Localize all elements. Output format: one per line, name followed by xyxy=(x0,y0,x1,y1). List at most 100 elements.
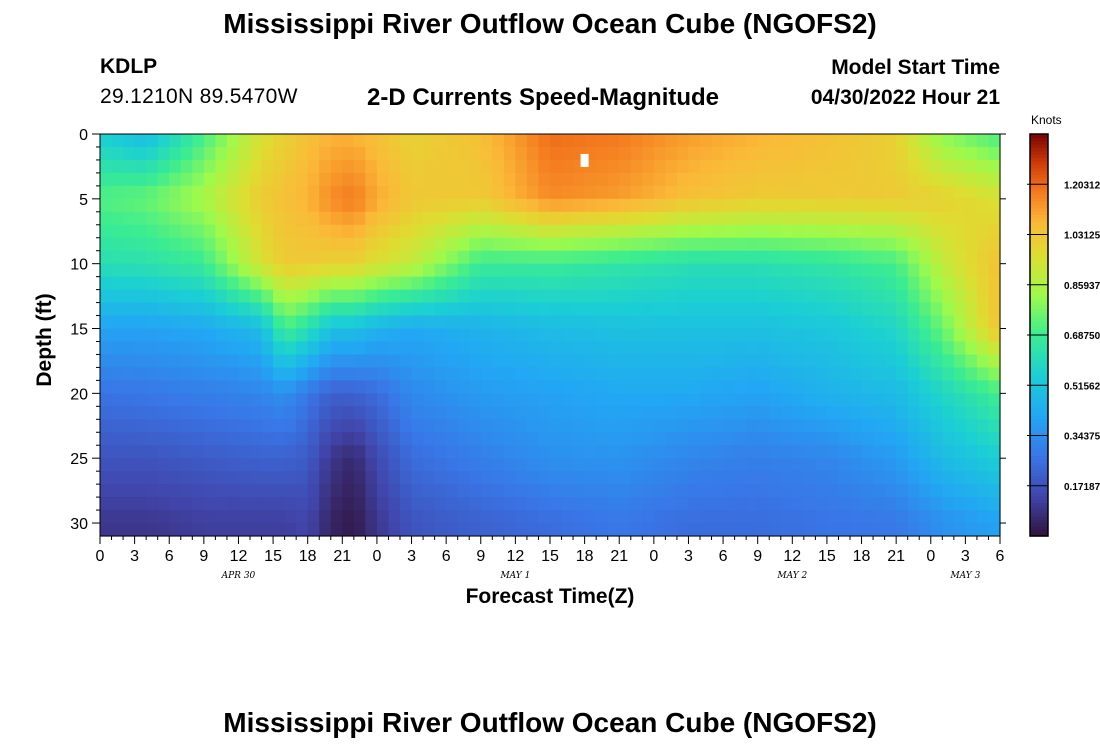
heatmap-cell xyxy=(988,328,1001,343)
heatmap-cell xyxy=(180,289,193,304)
heatmap-cell xyxy=(134,185,147,200)
heatmap-cell xyxy=(261,497,274,511)
heatmap-cell xyxy=(688,406,701,420)
heatmap-cell xyxy=(469,419,482,433)
heatmap-cell xyxy=(284,471,297,485)
heatmap-cell xyxy=(169,406,182,420)
heatmap-cell xyxy=(111,432,124,446)
heatmap-cell xyxy=(157,419,170,433)
heatmap-cell xyxy=(238,380,251,394)
heatmap-cell xyxy=(780,380,793,394)
heatmap-cell xyxy=(134,289,147,304)
heatmap-cell xyxy=(319,211,332,226)
colorbar-segment xyxy=(1030,509,1048,514)
heatmap-cell xyxy=(757,484,770,498)
heatmap-cell xyxy=(676,289,690,304)
heatmap-cell xyxy=(388,367,401,381)
heatmap-cell xyxy=(607,380,620,394)
heatmap-cell xyxy=(134,172,147,187)
heatmap-cell xyxy=(550,172,563,187)
heatmap-cell xyxy=(630,393,643,407)
heatmap-cell xyxy=(526,172,540,187)
heatmap-cell xyxy=(423,523,436,537)
heatmap-cell xyxy=(873,146,886,161)
heatmap-cell xyxy=(446,159,459,174)
heatmap-cell xyxy=(123,250,136,265)
heatmap-cell xyxy=(307,134,320,148)
heatmap-cell xyxy=(330,393,343,407)
heatmap-cell xyxy=(215,484,228,498)
heatmap-cell xyxy=(423,224,436,239)
heatmap-cell xyxy=(446,198,459,213)
heatmap-cell xyxy=(169,445,182,459)
heatmap-cell xyxy=(550,198,563,213)
colorbar-segment xyxy=(1030,525,1048,530)
heatmap-cell xyxy=(526,341,540,356)
heatmap-cell xyxy=(884,224,897,239)
heatmap-cell xyxy=(884,406,897,420)
heatmap-cell xyxy=(330,341,343,356)
colorbar-segment xyxy=(1030,412,1048,416)
heatmap-cell xyxy=(538,523,551,537)
heatmap-cell xyxy=(215,302,228,317)
x-tick-label: 12 xyxy=(230,548,248,565)
heatmap-cell xyxy=(376,367,390,381)
heatmap-cell xyxy=(492,341,505,356)
colorbar-segment xyxy=(1030,368,1048,373)
heatmap-cell xyxy=(342,328,355,343)
heatmap-cell xyxy=(319,185,332,200)
x-tick-label: 21 xyxy=(333,548,351,565)
heatmap-cell xyxy=(503,134,516,148)
heatmap-cell xyxy=(538,367,551,381)
heatmap-cell xyxy=(780,497,793,511)
heatmap-cell xyxy=(688,510,701,524)
heatmap-cell xyxy=(146,276,159,291)
heatmap-cell xyxy=(307,419,320,433)
heatmap-cell xyxy=(769,198,782,213)
heatmap-cell xyxy=(976,497,990,511)
heatmap-cell xyxy=(815,315,828,330)
heatmap-cell xyxy=(400,198,413,213)
colorbar-segment xyxy=(1030,160,1048,165)
heatmap-cell xyxy=(203,328,216,343)
heatmap-cell xyxy=(688,380,701,394)
heatmap-cell xyxy=(538,484,551,498)
heatmap-cell xyxy=(965,237,978,252)
heatmap-cell xyxy=(250,419,263,433)
heatmap-cell xyxy=(746,497,759,511)
heatmap-cell xyxy=(169,367,182,381)
heatmap-cell xyxy=(284,146,297,161)
heatmap-cell xyxy=(942,263,955,278)
heatmap-cell xyxy=(180,354,193,369)
heatmap-cell xyxy=(780,315,793,330)
heatmap-cell xyxy=(284,354,297,369)
heatmap-cell xyxy=(838,146,851,161)
heatmap-cell xyxy=(400,159,413,174)
colorbar-segment xyxy=(1030,224,1048,229)
heatmap-cell xyxy=(353,237,366,252)
heatmap-cell xyxy=(676,276,690,291)
heatmap-cell xyxy=(607,250,620,265)
heatmap-cell xyxy=(780,146,793,161)
heatmap-cell xyxy=(584,432,597,446)
heatmap-cell xyxy=(261,224,274,239)
heatmap-cell xyxy=(307,224,320,239)
heatmap-cell xyxy=(215,224,228,239)
heatmap-cell xyxy=(353,224,366,239)
heatmap-cell xyxy=(307,406,320,420)
heatmap-cell xyxy=(469,393,482,407)
heatmap-cell xyxy=(896,497,909,511)
heatmap-cell xyxy=(988,302,1001,317)
heatmap-cell xyxy=(296,224,309,239)
heatmap-cell xyxy=(607,315,620,330)
heatmap-cell xyxy=(296,289,309,304)
heatmap-cell xyxy=(573,380,586,394)
heatmap-cell xyxy=(953,328,966,343)
heatmap-cell xyxy=(238,302,251,317)
heatmap-cell xyxy=(803,276,816,291)
heatmap-cell xyxy=(965,302,978,317)
heatmap-cell xyxy=(769,315,782,330)
heatmap-cell xyxy=(503,302,516,317)
colorbar-segment xyxy=(1030,254,1048,259)
heatmap-cell xyxy=(123,380,136,394)
